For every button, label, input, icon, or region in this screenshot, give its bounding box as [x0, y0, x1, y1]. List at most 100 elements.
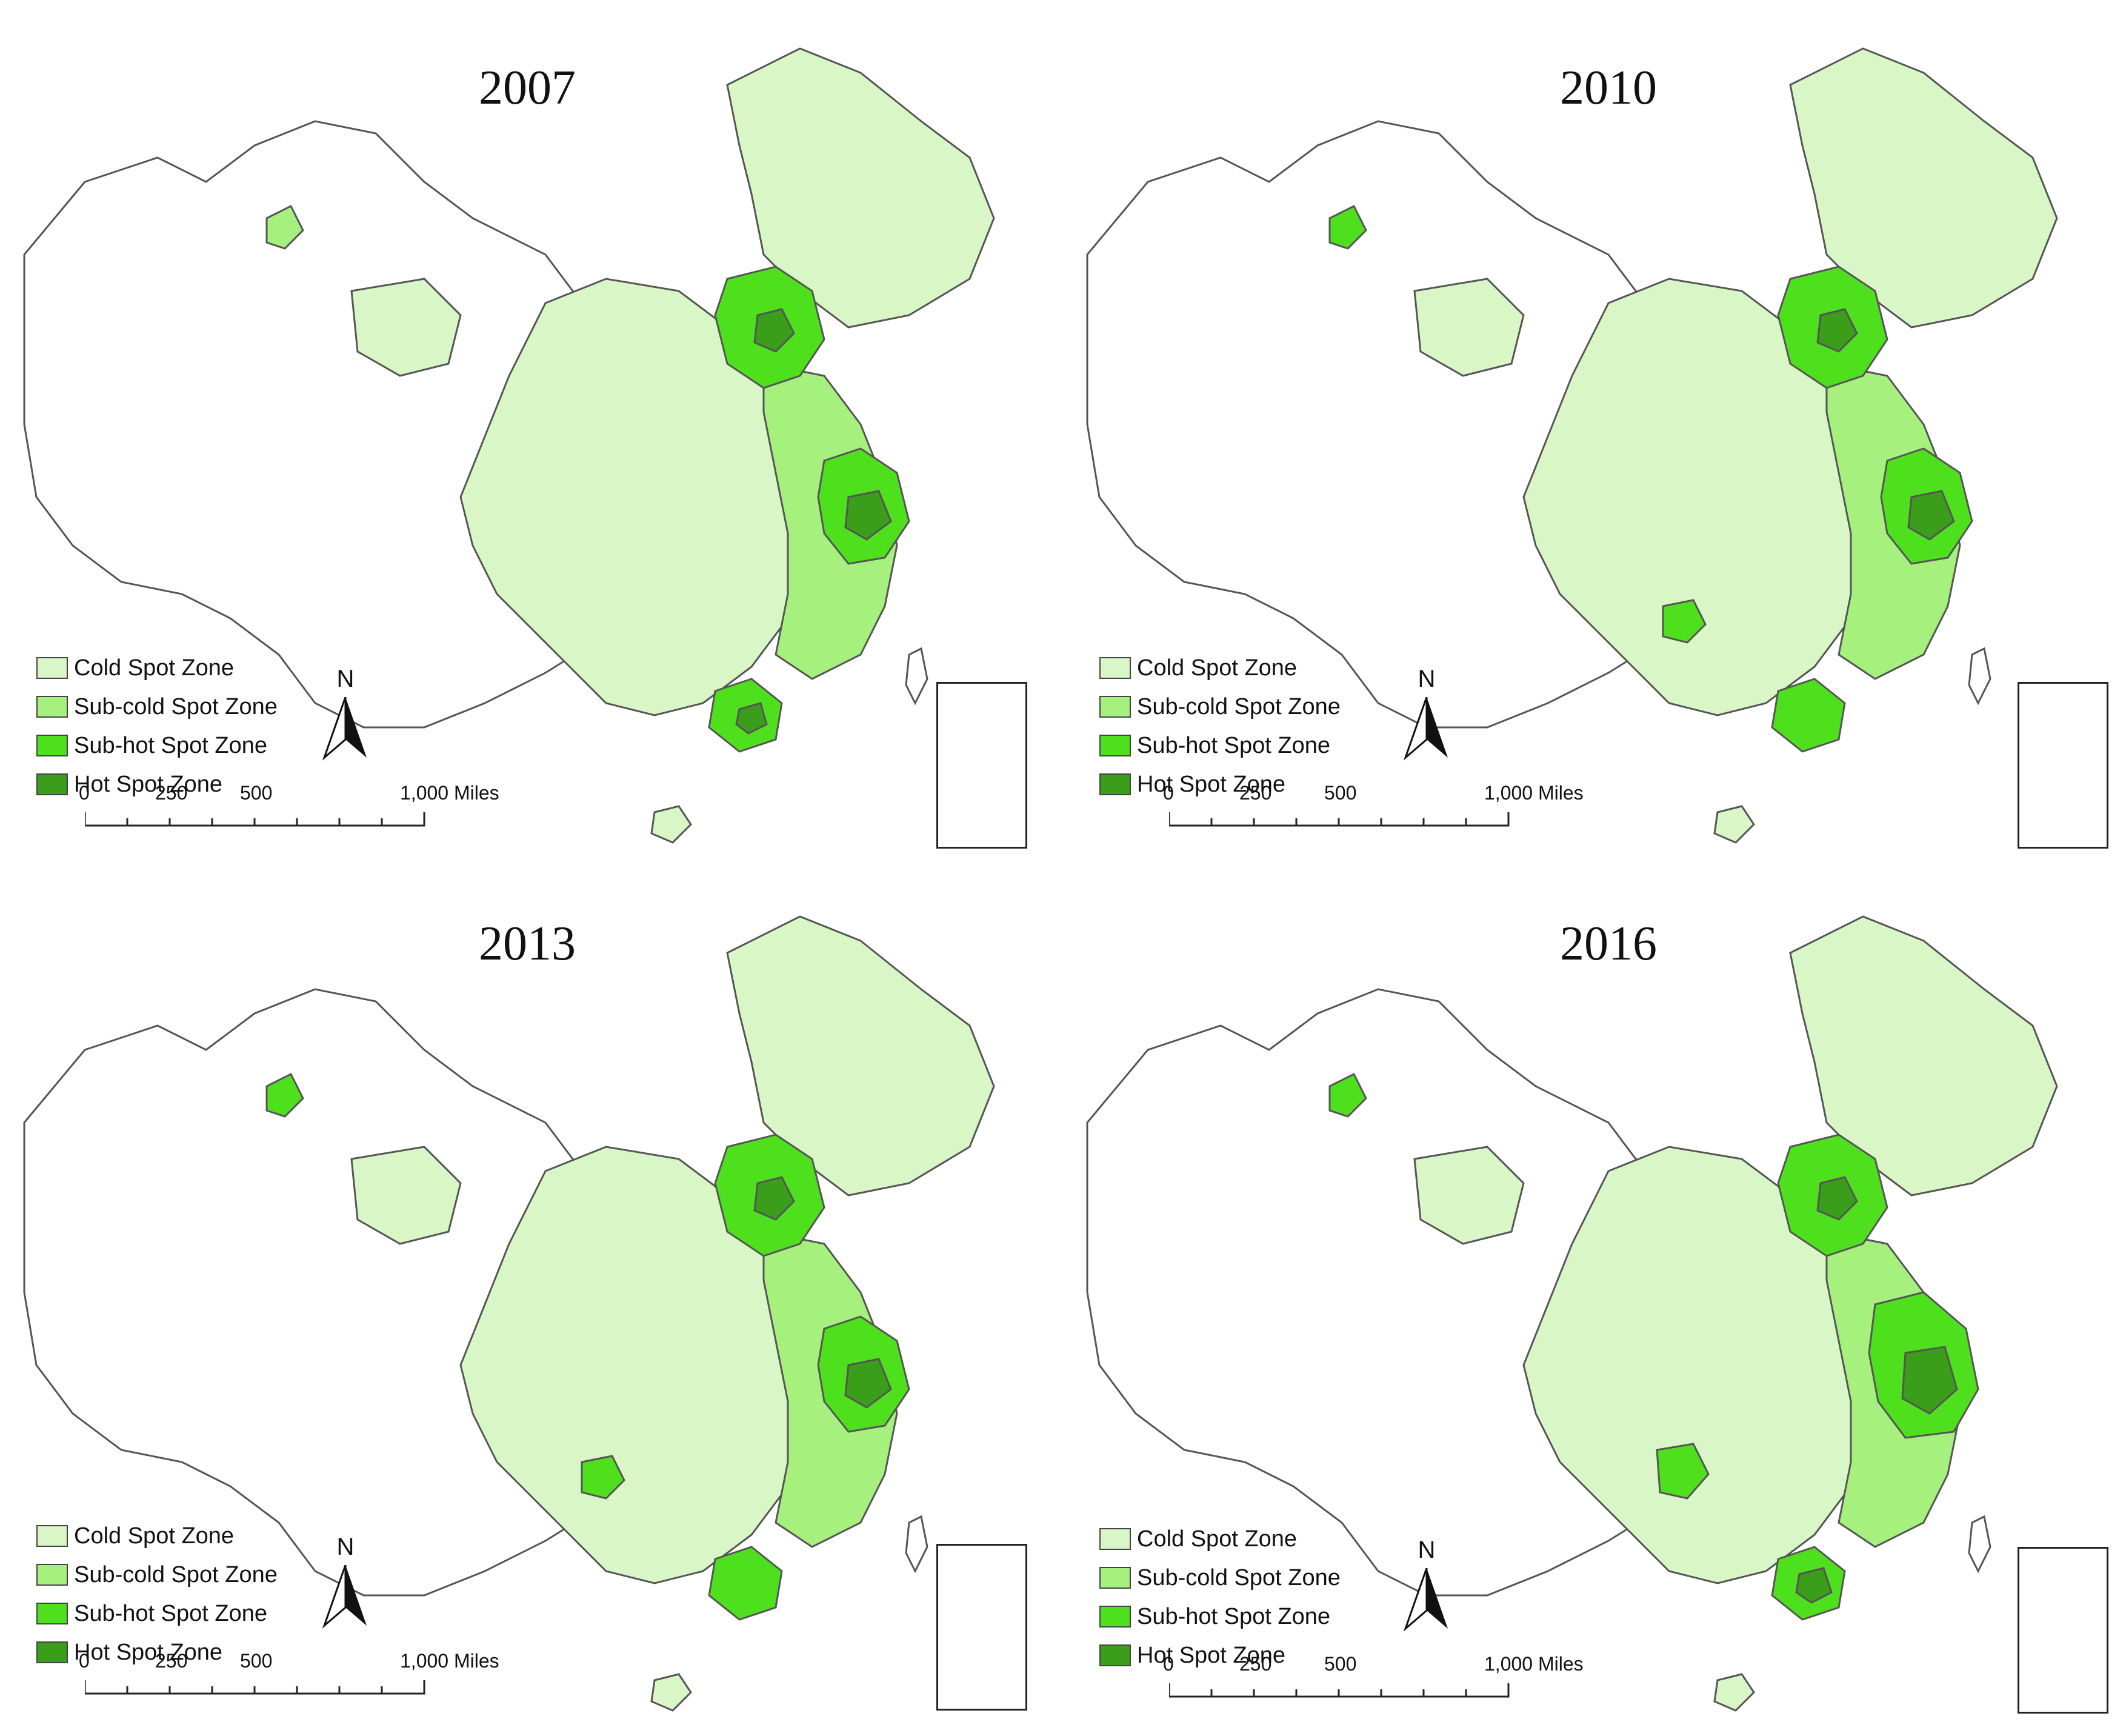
subhot-region-urumqi — [265, 1072, 304, 1118]
cold-region-hainan — [650, 1673, 692, 1712]
legend-swatch-cold — [1099, 1528, 1131, 1550]
scale-tick-250: 250 — [1239, 1653, 1272, 1675]
cold-region-north-east — [1789, 47, 2058, 329]
hot-region-shanghai — [1907, 490, 1955, 541]
legend-item-hot: Hot Spot Zone — [36, 765, 278, 804]
north-arrow-label: N — [1418, 1537, 1436, 1563]
legend-item-cold: Cold Spot Zone — [1099, 1520, 1341, 1558]
south-china-sea-inset — [936, 682, 1027, 849]
legend-item-subhot: Sub-hot Spot Zone — [1099, 726, 1341, 765]
legend-label-hot: Hot Spot Zone — [1137, 771, 1286, 797]
hot-region-shanghai — [844, 490, 892, 541]
year-label: 2007 — [479, 61, 576, 115]
legend-swatch-hot — [1099, 1644, 1131, 1666]
legend-swatch-cold — [36, 657, 68, 679]
south-china-sea-inset — [2018, 682, 2108, 849]
legend-label-cold: Cold Spot Zone — [74, 655, 235, 681]
legend-label-cold: Cold Spot Zone — [1137, 1526, 1298, 1552]
legend-swatch-subhot — [36, 1603, 68, 1624]
north-arrow-icon — [1403, 1568, 1448, 1632]
scale-bar-line — [1169, 1683, 1510, 1698]
cold-region-north-east — [726, 47, 995, 329]
subhot-region-urumqi — [1328, 1072, 1367, 1118]
map-panel-2010: 2010 Cold Spot Zone Sub-cold Spot Zone S… — [1063, 0, 2126, 868]
legend-label-cold: Cold Spot Zone — [1137, 655, 1298, 681]
year-label: 2016 — [1560, 917, 1657, 970]
legend-swatch-subhot — [1099, 735, 1131, 756]
subhot-region-urumqi — [1328, 204, 1367, 250]
scale-tick-250: 250 — [155, 782, 188, 804]
north-arrow-icon — [322, 1565, 367, 1629]
legend-item-subcold: Sub-cold Spot Zone — [1099, 1558, 1341, 1597]
legend-label-hot: Hot Spot Zone — [74, 1639, 223, 1665]
legend-item-cold: Cold Spot Zone — [36, 1517, 278, 1555]
china-map-2010 — [1086, 47, 2058, 844]
scale-tick-0: 0 — [79, 782, 90, 804]
year-label: 2010 — [1560, 61, 1657, 115]
map-legend: Cold Spot Zone Sub-cold Spot Zone Sub-ho… — [36, 1517, 278, 1672]
hot-region-guangzhou — [1795, 1567, 1833, 1604]
north-arrow-icon — [1403, 697, 1448, 761]
subhot-region-chongqing — [581, 1455, 625, 1500]
scale-tick-1000: 1,000 Miles — [400, 782, 499, 804]
china-map-2007 — [23, 47, 995, 844]
scale-tick-250: 250 — [1239, 782, 1272, 804]
china-map-2016 — [1086, 915, 2058, 1712]
north-arrow-label: N — [1418, 666, 1436, 692]
legend-item-hot: Hot Spot Zone — [1099, 1636, 1341, 1675]
scale-tick-1000: 1,000 Miles — [1484, 1653, 1584, 1675]
legend-label-cold: Cold Spot Zone — [74, 1523, 235, 1549]
cold-region-hainan — [650, 805, 692, 844]
legend-swatch-hot — [36, 1641, 68, 1663]
legend-swatch-cold — [36, 1525, 68, 1547]
scale-tick-0: 0 — [1163, 782, 1174, 804]
legend-swatch-subcold — [1099, 696, 1131, 718]
scale-tick-1000: 1,000 Miles — [1484, 782, 1584, 804]
legend-swatch-subhot — [1099, 1606, 1131, 1628]
legend-item-cold: Cold Spot Zone — [1099, 649, 1341, 687]
cold-region-taiwan — [1968, 1515, 1991, 1574]
legend-label-subcold: Sub-cold Spot Zone — [1137, 693, 1341, 719]
north-arrow-label: N — [336, 1534, 355, 1560]
scale-tick-0: 0 — [1163, 1653, 1174, 1675]
legend-swatch-subcold — [1099, 1567, 1131, 1589]
legend-label-subcold: Sub-cold Spot Zone — [74, 693, 278, 719]
map-legend: Cold Spot Zone Sub-cold Spot Zone Sub-ho… — [1099, 649, 1341, 804]
map-panel-2016: 2016 Cold Spot Zone Sub-cold Spot Zone S… — [1063, 868, 2126, 1736]
subhot-region-chongqing — [1656, 1443, 1710, 1500]
subhot-region-pearl — [708, 1546, 783, 1621]
legend-swatch-hot — [36, 773, 68, 795]
north-arrow-label: N — [336, 666, 355, 692]
map-legend: Cold Spot Zone Sub-cold Spot Zone Sub-ho… — [36, 649, 278, 804]
hot-region-shanghai — [844, 1358, 892, 1409]
legend-label-hot: Hot Spot Zone — [1137, 1642, 1286, 1668]
hot-region-beijing — [753, 308, 795, 353]
legend-item-subhot: Sub-hot Spot Zone — [1099, 1597, 1341, 1636]
legend-item-hot: Hot Spot Zone — [36, 1633, 278, 1672]
cold-region-hainan — [1713, 1673, 1755, 1712]
scale-tick-1000: 1,000 Miles — [400, 1650, 499, 1672]
legend-swatch-subhot — [36, 735, 68, 756]
scale-bar-line — [85, 812, 425, 827]
legend-item-hot: Hot Spot Zone — [1099, 765, 1341, 804]
hot-region-beijing — [753, 1176, 795, 1221]
scale-bar-line — [1169, 812, 1510, 827]
subhot-region-chongqing — [1662, 599, 1707, 644]
cold-region-taiwan — [905, 1515, 928, 1574]
legend-label-subcold: Sub-cold Spot Zone — [1137, 1564, 1341, 1591]
scale-tick-500: 500 — [240, 782, 273, 804]
cold-region-northwest — [350, 1146, 462, 1245]
hot-region-beijing — [1816, 1176, 1858, 1221]
legend-swatch-subcold — [36, 696, 68, 718]
subcold-region-urumqi — [265, 204, 304, 250]
cold-region-hainan — [1713, 805, 1755, 844]
scale-tick-500: 500 — [240, 1650, 273, 1672]
map-panel-2013: 2013 Cold Spot Zone Sub-cold Spot Zone S… — [0, 868, 1063, 1736]
legend-item-subcold: Sub-cold Spot Zone — [1099, 687, 1341, 726]
legend-swatch-cold — [1099, 657, 1131, 679]
legend-label-subhot: Sub-hot Spot Zone — [1137, 732, 1330, 758]
legend-item-subhot: Sub-hot Spot Zone — [36, 1594, 278, 1633]
cold-region-taiwan — [905, 647, 928, 706]
cold-region-north-east — [726, 915, 995, 1197]
china-map-2013 — [23, 915, 995, 1712]
